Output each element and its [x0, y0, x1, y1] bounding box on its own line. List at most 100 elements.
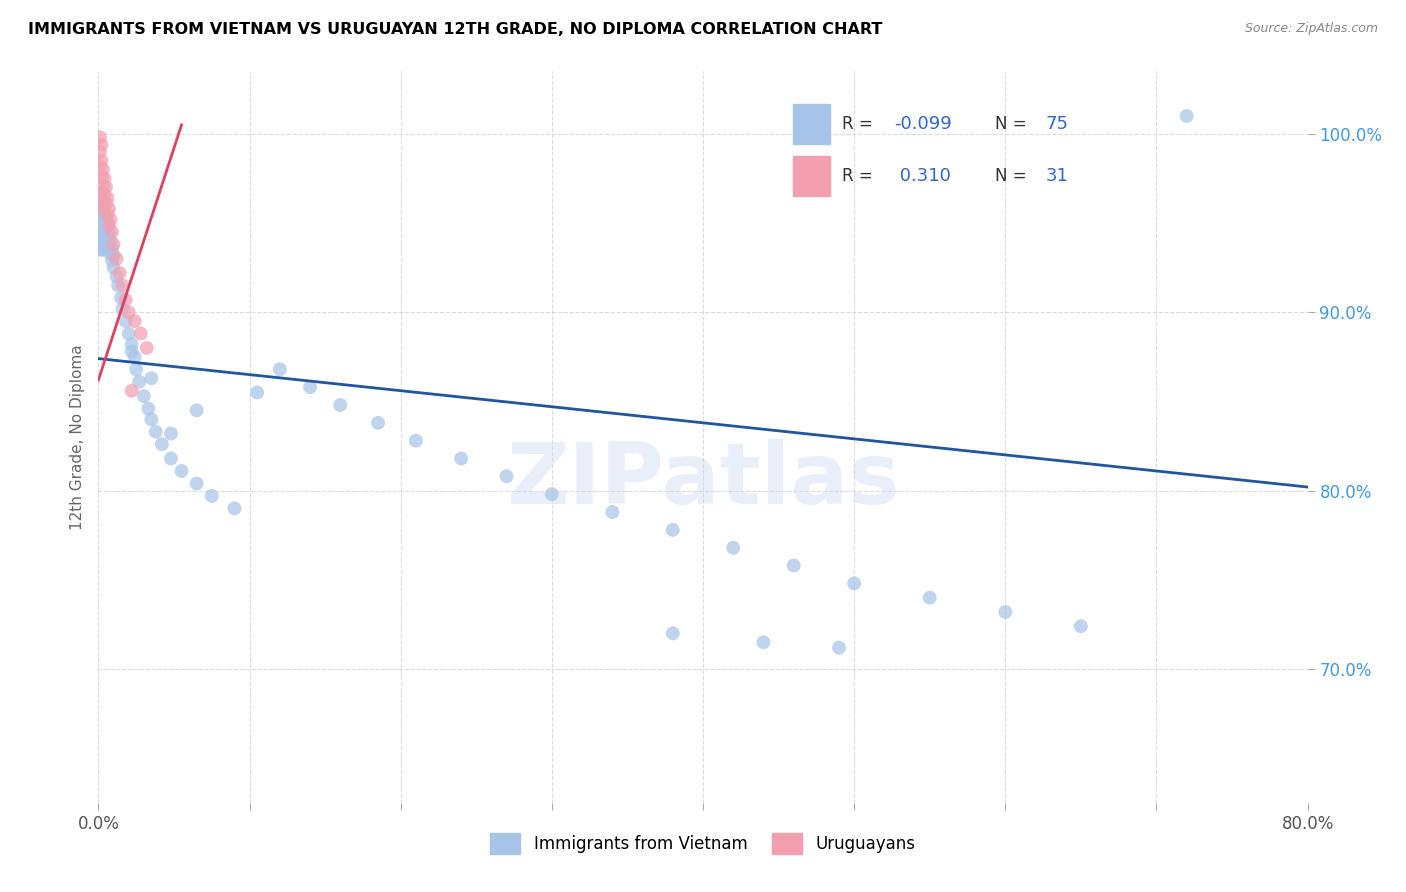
Point — [90, 237, 112, 252]
Point — [121, 344, 143, 359]
Point — [723, 541, 745, 555]
Point — [98, 241, 121, 255]
Point — [224, 501, 246, 516]
Text: Source: ZipAtlas.com: Source: ZipAtlas.com — [1244, 22, 1378, 36]
Point — [844, 576, 866, 591]
Point — [114, 293, 136, 307]
Point — [135, 341, 157, 355]
Point — [107, 278, 129, 293]
Point — [540, 487, 562, 501]
Point — [269, 362, 291, 376]
Point — [1070, 619, 1092, 633]
Point — [89, 202, 111, 216]
Point — [367, 416, 389, 430]
Point — [114, 314, 136, 328]
Text: IMMIGRANTS FROM VIETNAM VS URUGUAYAN 12TH GRADE, NO DIPLOMA CORRELATION CHART: IMMIGRANTS FROM VIETNAM VS URUGUAYAN 12T… — [28, 22, 883, 37]
Point — [101, 225, 124, 239]
Point — [93, 187, 115, 202]
Point — [329, 398, 352, 412]
Point — [128, 375, 150, 389]
Point — [752, 635, 775, 649]
Point — [129, 326, 152, 341]
Point — [495, 469, 517, 483]
Point — [90, 169, 112, 184]
Point — [94, 212, 117, 227]
Point — [94, 180, 117, 194]
Point — [101, 253, 124, 268]
Point — [160, 451, 183, 466]
Point — [90, 186, 112, 200]
Point — [91, 230, 114, 244]
Point — [450, 451, 472, 466]
Point — [93, 203, 115, 218]
Point — [96, 191, 118, 205]
Point — [90, 230, 112, 244]
Point — [90, 207, 112, 221]
Point — [91, 162, 114, 177]
Point — [90, 219, 112, 234]
Point — [91, 178, 114, 193]
Point — [110, 291, 132, 305]
Text: ZIPatlas: ZIPatlas — [506, 440, 900, 523]
Point — [101, 241, 124, 255]
Point — [89, 234, 111, 248]
Point — [100, 212, 122, 227]
Point — [96, 234, 118, 248]
Point — [150, 437, 173, 451]
Point — [111, 301, 134, 316]
Point — [661, 626, 683, 640]
Point — [100, 246, 122, 260]
Point — [124, 314, 146, 328]
Point — [89, 212, 111, 227]
Point — [98, 227, 121, 241]
Point — [145, 425, 167, 439]
Point — [90, 137, 112, 152]
Point — [103, 237, 125, 252]
Point — [94, 228, 117, 243]
Point — [186, 403, 208, 417]
Point — [136, 401, 159, 416]
Point — [124, 350, 146, 364]
Point — [105, 252, 128, 266]
Point — [246, 385, 269, 400]
Point — [186, 476, 208, 491]
Point — [93, 207, 115, 221]
Point — [108, 266, 131, 280]
Point — [103, 260, 125, 275]
Point — [994, 605, 1017, 619]
Point — [170, 464, 193, 478]
Point — [121, 384, 143, 398]
Point — [141, 412, 163, 426]
Point — [783, 558, 806, 573]
Y-axis label: 12th Grade, No Diploma: 12th Grade, No Diploma — [69, 344, 84, 530]
Point — [103, 248, 125, 262]
Point — [90, 193, 112, 207]
Point — [201, 489, 224, 503]
Point — [91, 243, 114, 257]
Point — [111, 278, 134, 293]
Point — [89, 145, 111, 159]
Point — [89, 225, 111, 239]
Point — [91, 194, 114, 209]
Point — [94, 241, 117, 255]
Point — [93, 237, 115, 252]
Point — [828, 640, 851, 655]
Point — [94, 196, 117, 211]
Point — [89, 243, 111, 257]
Point — [98, 202, 121, 216]
Point — [98, 218, 121, 232]
Point — [91, 216, 114, 230]
Point — [602, 505, 624, 519]
Point — [96, 219, 118, 234]
Point — [160, 426, 183, 441]
Point — [100, 234, 122, 248]
Point — [93, 171, 115, 186]
Point — [91, 198, 114, 212]
Point — [90, 153, 112, 168]
Point — [132, 389, 155, 403]
Point — [141, 371, 163, 385]
Point — [93, 223, 115, 237]
Point — [96, 207, 118, 221]
Point — [405, 434, 427, 448]
Point — [918, 591, 941, 605]
